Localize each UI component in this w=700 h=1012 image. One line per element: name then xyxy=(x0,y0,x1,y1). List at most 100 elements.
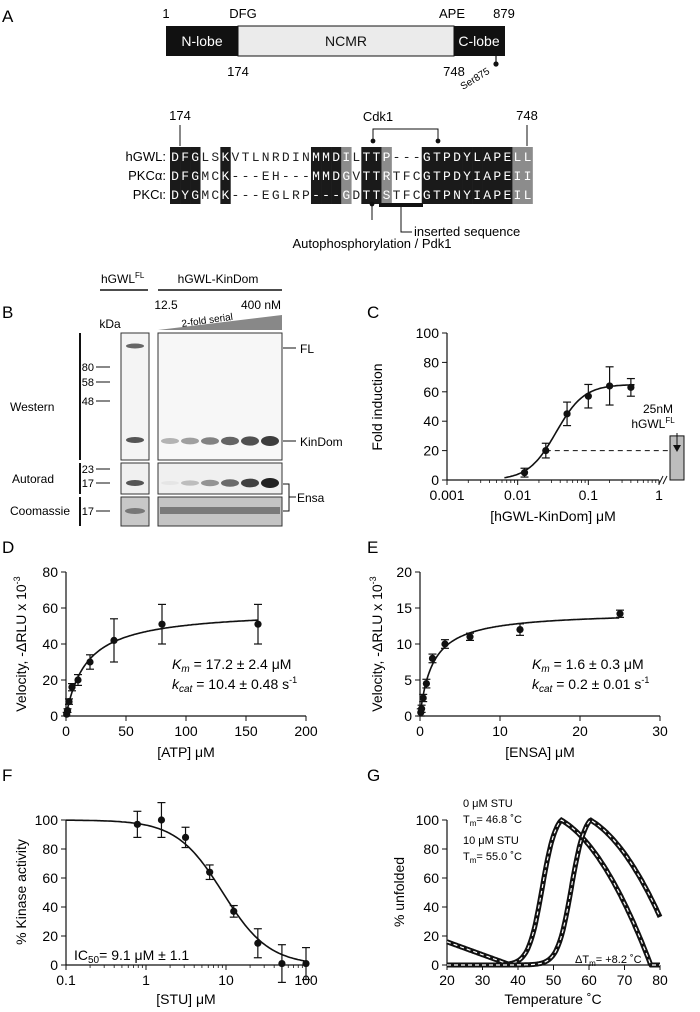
x-tick-label: 200 xyxy=(294,723,318,739)
align-residue: D xyxy=(171,150,179,165)
clobe-label: C-lobe xyxy=(458,33,499,49)
y-tick-label: 60 xyxy=(42,600,58,616)
align-residue: Y xyxy=(181,188,189,203)
align-residue: V xyxy=(352,169,360,184)
align-residue: I xyxy=(514,188,522,203)
align-residue: M xyxy=(312,150,320,165)
x-tick-label: 0 xyxy=(416,723,424,739)
y-axis-title: Fold induction xyxy=(369,363,385,450)
melt-fit-10uM xyxy=(447,819,661,966)
g-label-10: 10 μM STU xyxy=(463,835,519,847)
y-axis-title: % Kinase activity xyxy=(13,839,29,945)
align-residue: E xyxy=(503,150,511,165)
panel-letter-c: C xyxy=(367,303,379,322)
kindom-band xyxy=(161,438,179,444)
ncmr-label: NCMR xyxy=(325,33,367,49)
align-residue: K xyxy=(221,188,229,203)
align-residue: - xyxy=(242,169,250,184)
align-residue: - xyxy=(252,169,260,184)
autorad-band xyxy=(241,478,259,488)
data-point xyxy=(627,383,635,391)
data-point xyxy=(422,680,430,688)
align-residue: N xyxy=(453,188,461,203)
align-residue: S xyxy=(211,150,219,165)
y-tick-label: 20 xyxy=(42,928,58,944)
align-residue: V xyxy=(232,150,240,165)
kindom-band xyxy=(221,436,239,446)
ensa-bracket xyxy=(283,483,290,512)
data-point xyxy=(466,633,474,641)
align-shade-col xyxy=(502,147,513,204)
domain-pos-748: 748 xyxy=(443,64,465,79)
panel-letter-a: A xyxy=(2,7,14,26)
clobe-block xyxy=(454,26,505,56)
align-residue: - xyxy=(302,169,310,184)
x-tick-label: 150 xyxy=(234,723,258,739)
align-residue: P xyxy=(302,188,310,203)
x-tick-label: 20 xyxy=(572,723,588,739)
data-point xyxy=(133,820,141,828)
align-residue: T xyxy=(362,169,370,184)
align-residue: E xyxy=(262,169,270,184)
align-residue: T xyxy=(393,188,401,203)
align-residue: E xyxy=(262,188,270,203)
align-residue: P xyxy=(443,169,451,184)
data-point xyxy=(418,705,426,713)
cdk1-site-dot-1 xyxy=(370,138,376,144)
inserted-seq-leader xyxy=(400,207,412,233)
ref-arrow-head xyxy=(673,445,681,452)
align-residue: G xyxy=(342,169,350,184)
x-tick-label: 60 xyxy=(581,972,597,988)
data-point xyxy=(74,676,82,684)
align-row-name: PKCα: xyxy=(128,168,166,183)
data-point xyxy=(254,939,262,947)
cdk1-bracket xyxy=(372,128,439,140)
kcat-annotation: kcat = 10.4 ± 0.48 s-1 xyxy=(172,675,297,695)
align-residue: G xyxy=(423,188,431,203)
align-residue: L xyxy=(524,150,532,165)
kindom-band-label: KinDom xyxy=(300,435,343,449)
align-residue: - xyxy=(232,188,240,203)
align-shade-col xyxy=(321,147,332,204)
align-residue: G xyxy=(272,188,280,203)
align-residue: E xyxy=(503,169,511,184)
data-point xyxy=(606,382,614,390)
align-residue: D xyxy=(453,150,461,165)
fl-autorad-band xyxy=(126,480,144,486)
align-residue: F xyxy=(181,150,189,165)
kindom-band xyxy=(241,436,259,446)
kindom-western-blot xyxy=(157,332,283,461)
conc-high-label: 400 nM xyxy=(241,298,281,312)
align-residue: A xyxy=(483,150,491,165)
align-residue: L xyxy=(514,150,522,165)
kindom-band xyxy=(201,437,219,445)
align-residue: I xyxy=(524,169,532,184)
align-residue: - xyxy=(282,169,290,184)
align-residue: M xyxy=(201,169,209,184)
data-point xyxy=(110,636,118,645)
align-residue: G xyxy=(191,150,199,165)
y-tick-label: 80 xyxy=(42,841,58,857)
nlobe-label: N-lobe xyxy=(181,33,222,49)
data-point xyxy=(428,654,437,663)
data-point xyxy=(230,907,238,915)
align-shade-col xyxy=(451,147,463,204)
y-tick-label: 40 xyxy=(423,899,439,915)
data-point xyxy=(542,447,550,455)
x-tick-label: 0.001 xyxy=(429,487,464,503)
panel-b: B hGWLFL hGWL-KinDom 12.5 400 nM 2-fold … xyxy=(2,271,343,527)
domain-pos-174: 174 xyxy=(227,64,249,79)
align-residue: - xyxy=(312,188,320,203)
y-tick-label: 20 xyxy=(396,564,412,580)
panel-letter-f: F xyxy=(2,766,12,785)
x-axis-title: Temperature ˚C xyxy=(504,991,601,1007)
align-residue: D xyxy=(332,150,340,165)
data-point xyxy=(86,658,94,666)
align-shade-col xyxy=(512,147,523,204)
align-residue: P xyxy=(493,169,501,184)
fl-band-label: FL xyxy=(300,342,314,356)
data-point xyxy=(181,833,190,842)
x-tick-label: 50 xyxy=(546,972,562,988)
align-residue: T xyxy=(433,188,441,203)
align-shade-col xyxy=(170,147,181,204)
